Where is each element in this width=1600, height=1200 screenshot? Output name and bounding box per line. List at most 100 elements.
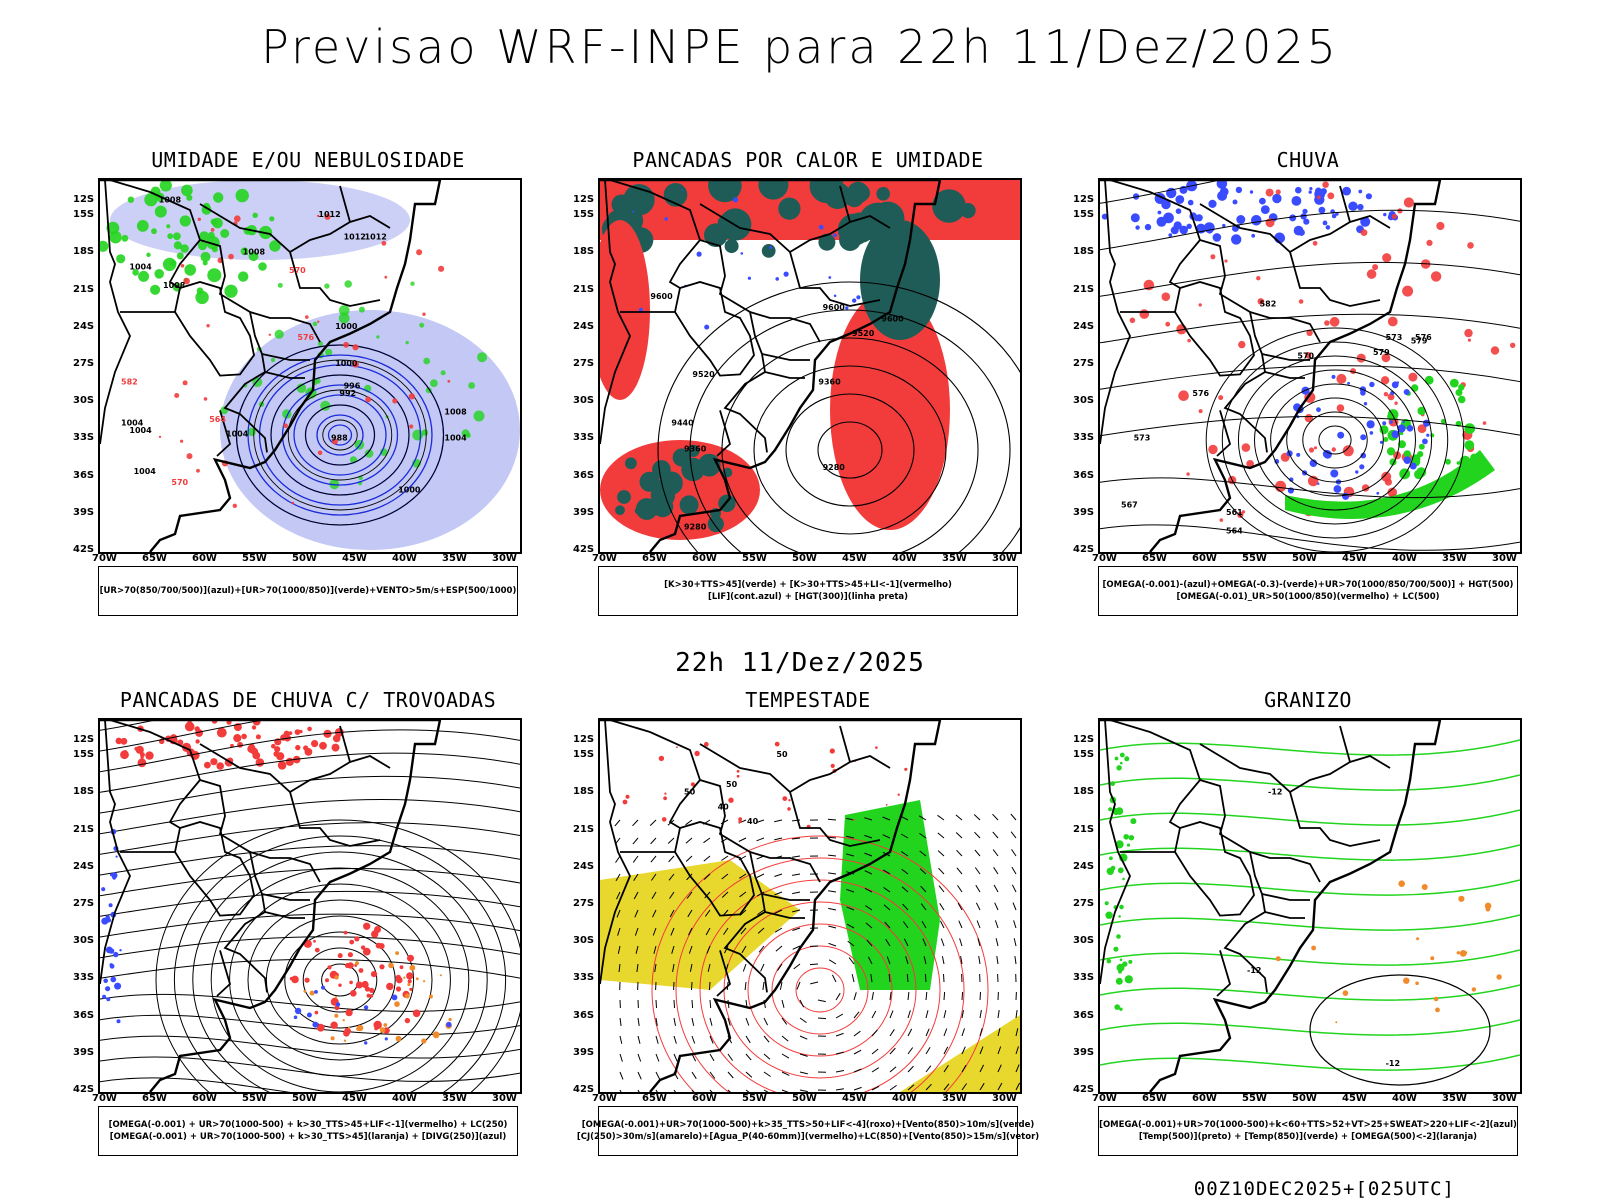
streamline — [100, 720, 267, 752]
wind-arrow — [673, 1089, 676, 1092]
wind-arrow — [907, 1047, 914, 1055]
wind-arrow — [827, 836, 837, 839]
lat-label: 42S — [573, 1084, 595, 1095]
wind-arrow — [763, 1017, 769, 1026]
lon-label: 50W — [792, 1093, 817, 1104]
wind-arrow — [709, 1017, 713, 1026]
wind-arrow — [974, 831, 981, 839]
wind-arrow — [817, 999, 826, 1003]
wind-arrow — [864, 870, 873, 875]
lon-label: 55W — [242, 553, 267, 564]
wind-arrow — [925, 1028, 930, 1037]
wind-arrow — [691, 981, 693, 991]
contour-label: -12 — [1247, 966, 1261, 975]
wind-arrow — [781, 999, 785, 1008]
isobar — [305, 404, 375, 466]
wind-arrow — [792, 945, 801, 950]
legend-box: [K>30+TTS>45](verde) + [K>30+TTS>45+LI<-… — [598, 566, 1018, 616]
wind-arrow — [774, 837, 783, 841]
lat-label: 33S — [573, 432, 595, 444]
wind-arrow — [919, 832, 927, 839]
wind-arrow — [1014, 956, 1017, 965]
wind-arrow — [925, 1010, 929, 1019]
lon-label: 35W — [442, 1093, 467, 1104]
country-border — [674, 821, 755, 917]
country-border — [216, 950, 232, 997]
country-border — [1199, 203, 1391, 254]
wind-arrow — [667, 837, 675, 844]
wind-arrow — [828, 854, 837, 857]
wind-arrow — [744, 981, 747, 991]
temp500-contour — [1309, 974, 1491, 1086]
wind-arrow — [979, 1028, 983, 1037]
wind-arrow — [655, 1089, 658, 1092]
temp850-contour — [1100, 914, 1520, 931]
panel-title: UMIDADE E/OU NEBULOSIDADE — [151, 148, 465, 172]
streamline — [1100, 209, 1520, 251]
lon-label: 30W — [992, 553, 1017, 564]
country-border — [668, 239, 701, 289]
wind-arrow — [799, 1089, 808, 1092]
country-border — [1339, 185, 1351, 223]
streamline — [100, 1056, 520, 1082]
wind-arrow — [993, 867, 999, 875]
wind-arrow — [793, 963, 801, 970]
wind-arrow — [943, 1083, 950, 1091]
wind-arrow — [637, 1071, 642, 1080]
country-border — [1109, 180, 1268, 453]
wind-arrow — [614, 819, 621, 827]
country-border — [761, 353, 810, 361]
wind-arrow — [900, 815, 909, 821]
panel-title: GRANIZO — [1264, 688, 1352, 712]
lon-label: 30W — [492, 553, 517, 564]
wind-arrow — [619, 1053, 623, 1062]
wind-arrow — [937, 814, 945, 821]
lon-label: 50W — [1292, 553, 1317, 564]
contour-label: 9520 — [852, 329, 875, 338]
wind-arrow — [993, 884, 999, 893]
contour-label: 579 — [1373, 348, 1390, 357]
wind-arrow — [685, 819, 693, 826]
wind-arrow — [871, 1029, 878, 1037]
wind-arrow — [615, 855, 621, 863]
lat-label: 39S — [1073, 1046, 1095, 1058]
lon-label: 50W — [292, 1093, 317, 1104]
contour-label: 1012 — [344, 233, 366, 242]
wind-arrow — [941, 956, 945, 965]
country-border — [261, 353, 310, 361]
hgt300-contour — [785, 393, 915, 507]
lat-label: 30S — [573, 935, 595, 947]
wind-arrow — [828, 907, 837, 911]
lon-label: 55W — [742, 553, 767, 564]
country-border — [699, 743, 891, 794]
contour-label: 1008 — [159, 195, 182, 204]
wind-arrow — [703, 855, 711, 862]
lon-label: 70W — [92, 553, 117, 564]
isobar — [236, 344, 444, 526]
wind-arrow — [864, 834, 873, 839]
wind-arrow — [907, 1028, 913, 1037]
wind-arrow — [724, 945, 729, 954]
wind-arrow — [727, 1071, 734, 1079]
wind-arrow — [781, 1017, 788, 1025]
contour-label: 1012 — [365, 233, 387, 242]
contour-label: 1012 — [318, 210, 340, 219]
contour-label: 9360 — [684, 445, 707, 454]
lon-label: 60W — [692, 553, 717, 564]
wind-arrow — [937, 832, 945, 839]
wind-arrow — [760, 963, 765, 972]
lon-label: 40W — [392, 1093, 417, 1104]
country-border — [699, 203, 891, 254]
panel-chuva: CHUVA 582 579 576 573 570 567 564 561 576 573 579 12… — [1073, 148, 1538, 618]
wind-arrow — [1013, 920, 1017, 929]
wind-arrow — [655, 1035, 659, 1044]
streamline — [100, 1035, 520, 1059]
wind-arrow — [617, 945, 621, 954]
contour-label: 576 — [1192, 389, 1209, 398]
lat-label: 33S — [73, 972, 95, 984]
country-border — [168, 779, 201, 829]
contour-label: 50 — [776, 750, 788, 759]
wind-arrow — [616, 909, 621, 918]
wind-arrow — [792, 873, 801, 876]
wind-arrow — [653, 945, 657, 954]
